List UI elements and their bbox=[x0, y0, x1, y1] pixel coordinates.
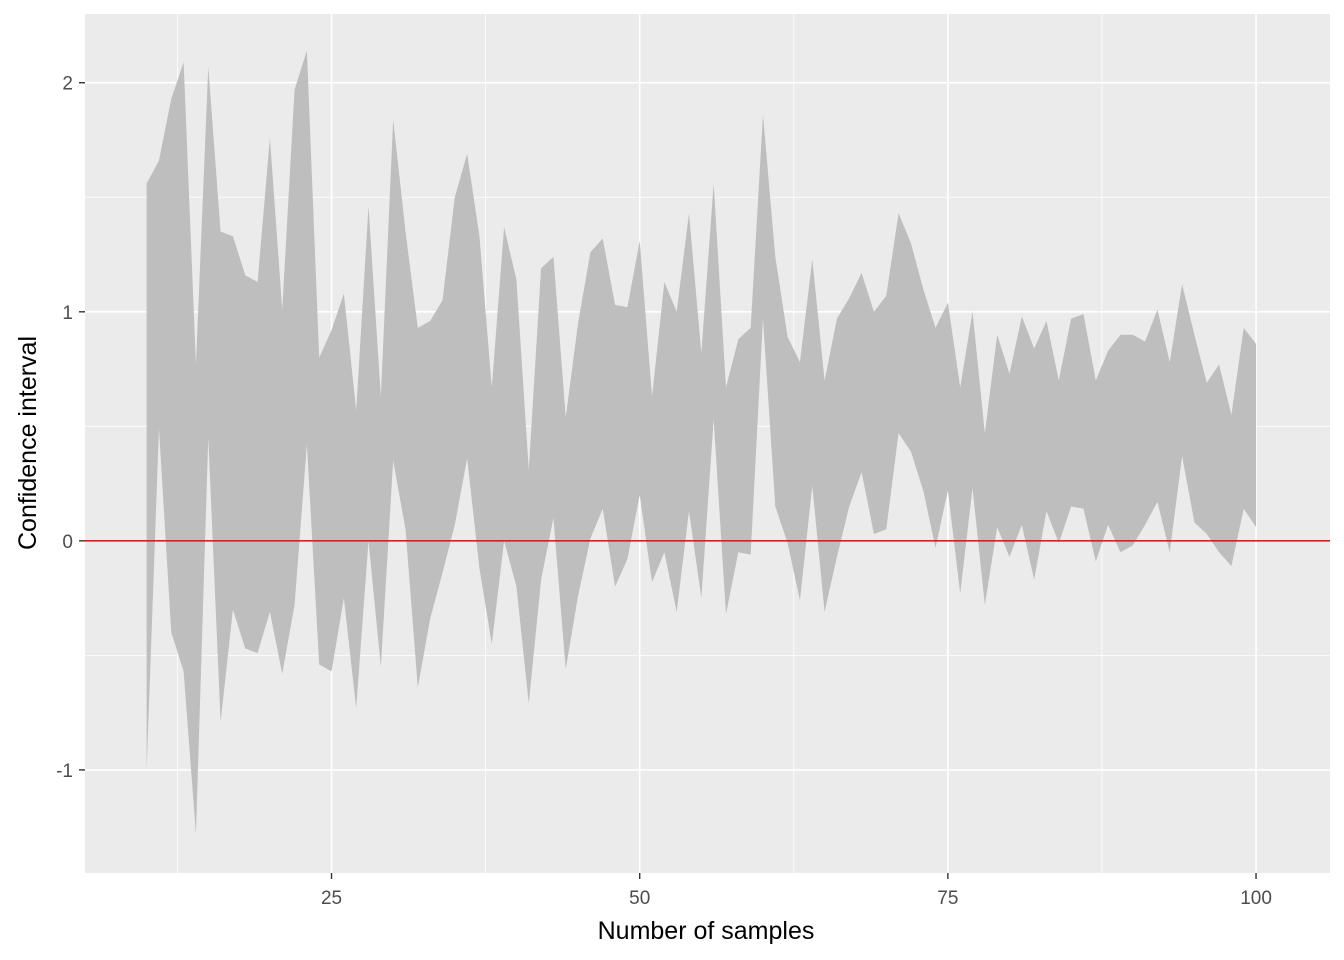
y-tick-label: 2 bbox=[62, 74, 73, 95]
y-axis-ticks: -1 0 1 2 bbox=[56, 74, 85, 782]
confidence-ribbon bbox=[146, 50, 1257, 835]
x-tick-label: 25 bbox=[321, 888, 342, 909]
x-tick-label: 50 bbox=[629, 888, 650, 909]
y-tick-label: 0 bbox=[62, 532, 73, 553]
x-tick-label: 75 bbox=[937, 888, 958, 909]
y-axis-title: Confidence interval bbox=[14, 336, 42, 550]
x-tick-label: 100 bbox=[1240, 888, 1272, 909]
y-tick-label: 1 bbox=[62, 303, 73, 324]
x-axis-ticks: 25 50 75 100 bbox=[321, 873, 1272, 909]
y-tick-label: -1 bbox=[56, 761, 73, 782]
x-axis-title: Number of samples bbox=[598, 917, 815, 945]
